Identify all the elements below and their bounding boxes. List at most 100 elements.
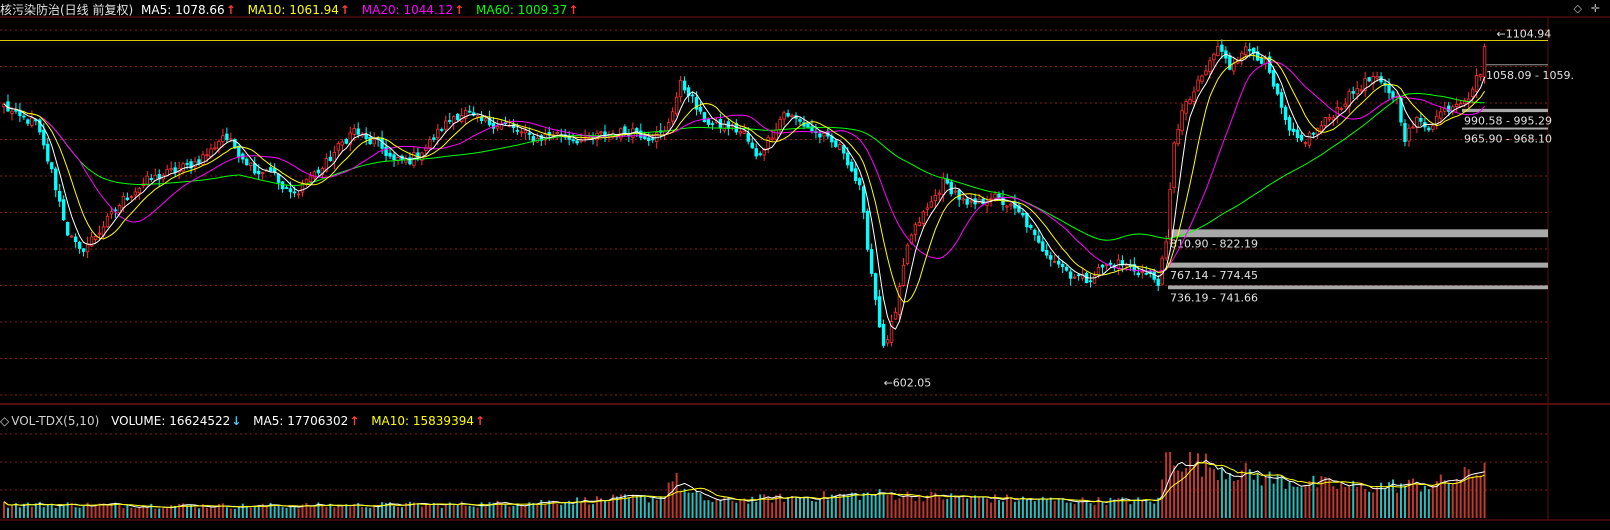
volume-bar <box>1316 487 1319 518</box>
candle-body <box>392 154 396 160</box>
volume-bar <box>369 508 372 518</box>
volume-bar <box>767 497 770 518</box>
candle-body <box>949 181 953 195</box>
volume-bar <box>1248 469 1251 518</box>
volume-bar <box>1157 497 1160 518</box>
volume-bar <box>54 507 57 518</box>
candle-body <box>1049 255 1053 260</box>
volume-bar <box>1149 501 1152 518</box>
candle-body <box>1351 91 1355 94</box>
volume-bar <box>611 494 614 518</box>
up-arrow-icon: ↑ <box>349 414 360 428</box>
volume-bar <box>528 502 531 518</box>
volume-bar <box>385 503 388 518</box>
diamond-icon[interactable]: ◇ <box>1573 2 1582 15</box>
volume-bar <box>1399 483 1402 518</box>
candle-body <box>276 173 281 183</box>
volume-bar <box>966 498 969 518</box>
volume-bar <box>1280 477 1283 518</box>
volume-bar <box>408 501 411 518</box>
volume-bar <box>1340 481 1343 518</box>
volume-bar <box>353 504 356 518</box>
volume-bar <box>349 507 352 518</box>
candle-body <box>1387 85 1391 94</box>
candle-body <box>818 133 822 138</box>
candle-body <box>352 128 356 135</box>
price-range-bar <box>1462 127 1548 130</box>
volume-bar <box>301 504 304 518</box>
volume-bar <box>225 507 228 518</box>
volume-bar <box>1017 500 1020 518</box>
volume-bar <box>6 507 9 518</box>
candle-body <box>694 97 699 110</box>
collapse-icon[interactable]: ◇ <box>0 414 10 428</box>
volume-bar <box>345 504 348 518</box>
candle-body <box>249 162 253 166</box>
volume-bar <box>659 496 662 518</box>
volume-bar <box>202 504 204 518</box>
volume-bar <box>962 497 965 518</box>
candle-body <box>1064 266 1069 271</box>
crosshair-icon[interactable]: ✛ <box>1590 2 1600 15</box>
volume-bar <box>1260 485 1263 518</box>
volume-bar <box>289 506 292 518</box>
volume-bar <box>1069 502 1072 518</box>
volume-bar <box>281 507 284 518</box>
volume-bar <box>448 502 451 518</box>
candle-body <box>567 137 571 140</box>
volume-bar <box>1336 488 1339 518</box>
price-range-bar <box>1168 285 1548 290</box>
volume-bar <box>1165 452 1168 518</box>
volume-bar <box>822 491 825 518</box>
volume-bar <box>1451 483 1454 518</box>
price-range-bar <box>1462 108 1548 113</box>
volume-bar <box>723 496 726 518</box>
candle-body <box>623 126 627 134</box>
volume-bar <box>1388 482 1391 518</box>
candle-body <box>1244 46 1248 56</box>
volume-bar <box>492 502 495 518</box>
volume-bar <box>930 491 933 518</box>
candle-body <box>1168 189 1172 240</box>
volume-bar <box>1133 500 1136 518</box>
volume-bar <box>1005 494 1008 518</box>
candle-body <box>937 192 941 195</box>
volume-bar <box>946 498 949 518</box>
candle-body <box>929 201 934 208</box>
volume-bar <box>600 498 602 518</box>
volume-bar <box>938 496 941 518</box>
volume-bar <box>1220 467 1223 518</box>
volume-bar <box>174 505 177 518</box>
candle-body <box>105 215 110 228</box>
volume-bar <box>810 500 813 518</box>
volume-bar <box>978 497 981 518</box>
volume-bar <box>1332 486 1335 518</box>
volume-bar <box>771 502 774 518</box>
volume-bar <box>711 501 714 518</box>
volume-bar <box>1284 488 1287 518</box>
volume-bar <box>393 506 396 518</box>
candle-body <box>292 191 297 194</box>
price-range-label: 810.90 - 822.19 <box>1170 237 1258 250</box>
volume-bar <box>1380 482 1383 518</box>
volume-bar <box>170 505 173 518</box>
volume-bar <box>1300 487 1303 518</box>
volume-bar <box>1137 497 1140 518</box>
volume-bar <box>30 506 33 518</box>
volume-bar <box>1153 503 1156 518</box>
candle-body <box>933 195 938 202</box>
volume-legend: VOLUME: 16624522↓ <box>111 414 245 428</box>
volume-bar <box>1308 480 1311 518</box>
price-range-bar <box>1168 262 1548 268</box>
candle-body <box>416 152 420 159</box>
volume-bar <box>18 507 21 518</box>
up-arrow-icon: ↑ <box>568 3 579 17</box>
candle-body <box>336 142 341 151</box>
volume-bar <box>747 503 750 518</box>
price-range-label: 1058.09 - 1059. <box>1486 69 1574 82</box>
volume-bar <box>1045 498 1048 518</box>
volume-bar <box>998 500 1000 518</box>
candle-body <box>356 128 360 135</box>
